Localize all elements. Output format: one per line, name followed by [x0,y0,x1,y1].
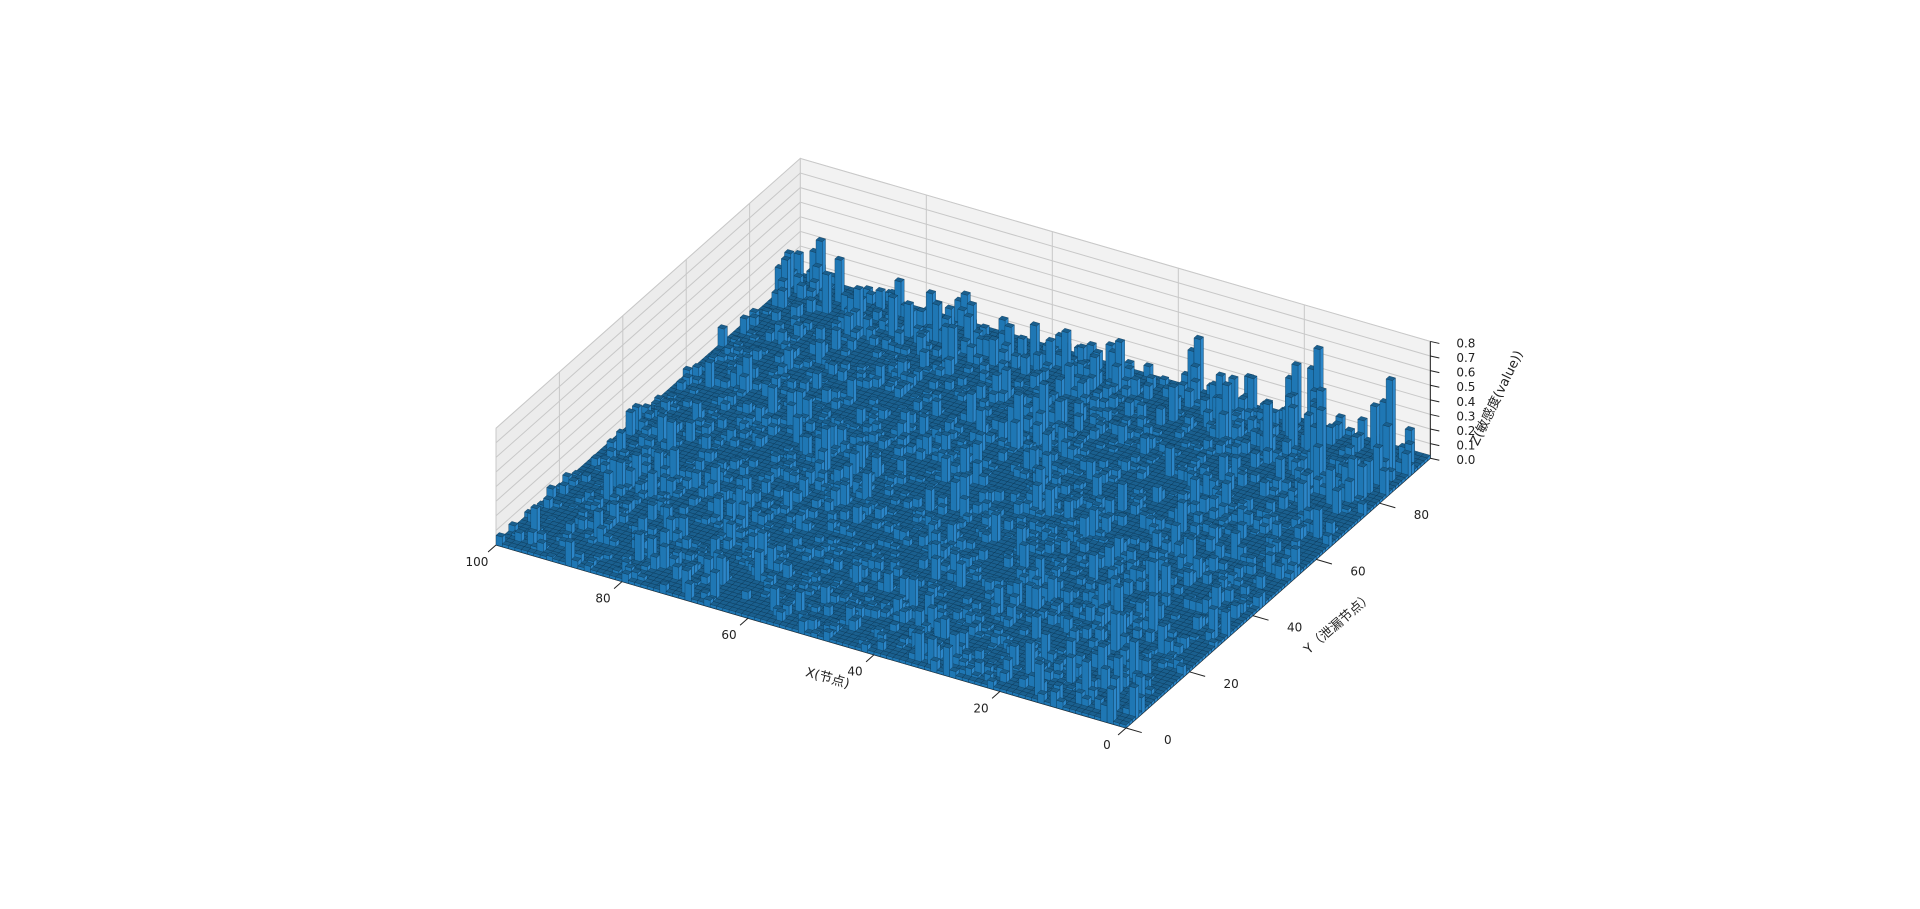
bar [705,359,714,392]
bar [904,300,914,340]
bar [822,271,832,317]
bar [768,384,778,417]
bar [989,336,999,369]
